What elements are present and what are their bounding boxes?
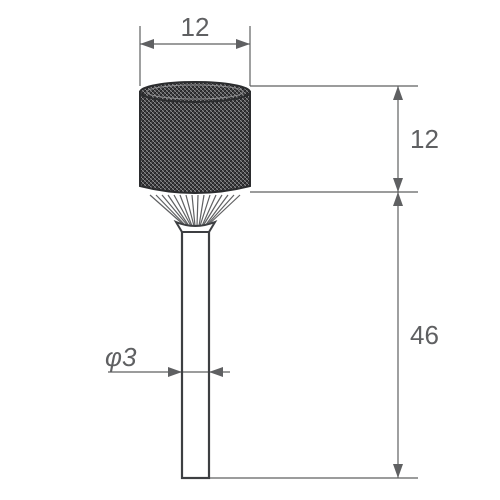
drawing-svg: 12 12 46 φ3 — [0, 0, 500, 500]
dim-head-width: 12 — [140, 12, 250, 86]
dim-head-height-value: 12 — [410, 124, 439, 154]
dim-shank-diameter: φ3 — [105, 342, 230, 394]
dim-shank-diameter-value: φ3 — [105, 342, 137, 372]
dim-head-width-value: 12 — [181, 12, 210, 42]
tool-body — [140, 82, 250, 478]
dim-shank-length-value: 46 — [410, 320, 439, 350]
dim-head-height: 12 — [393, 86, 439, 192]
ferrule — [176, 222, 215, 232]
neck-fibers — [150, 195, 240, 226]
technical-drawing: { "drawing": { "type": "engineering-dime… — [0, 0, 500, 500]
head — [140, 82, 250, 193]
dim-shank-length: 46 — [393, 192, 439, 478]
